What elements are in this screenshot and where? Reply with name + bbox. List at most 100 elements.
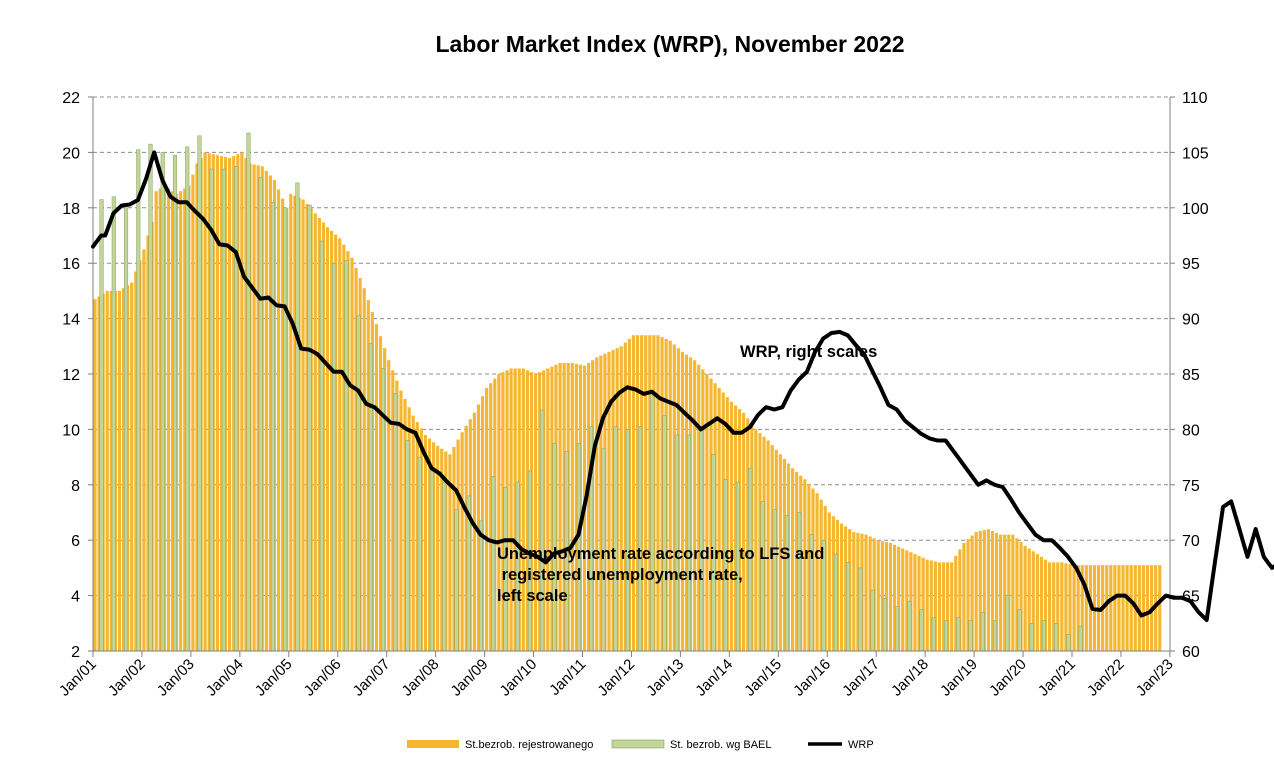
registered-bar (587, 362, 591, 651)
x-tick-label: Jan/20 (986, 656, 1030, 700)
lfs-bar (650, 393, 655, 652)
lfs-bar (625, 429, 630, 652)
registered-bar (884, 542, 889, 651)
registered-bar (962, 542, 966, 651)
registered-bar (1019, 542, 1023, 651)
lfs-bar (1066, 634, 1071, 652)
registered-bar (974, 531, 978, 651)
lfs-bar (160, 152, 165, 652)
registered-bar (489, 383, 493, 651)
right-tick-label: 100 (1182, 201, 1209, 218)
registered-bar (338, 238, 342, 651)
lfs-bar (307, 204, 312, 652)
registered-bar (868, 536, 872, 651)
lfs-bar (931, 617, 936, 652)
registered-bar (436, 446, 440, 651)
registered-bar (146, 235, 150, 651)
x-tick-label: Jan/19 (937, 656, 981, 700)
left-tick-label: 8 (71, 478, 80, 495)
registered-bar (195, 163, 199, 652)
left-tick-label: 14 (62, 312, 80, 329)
registered-bar (946, 562, 950, 651)
lfs-bar (760, 501, 765, 652)
registered-bar (697, 364, 701, 651)
registered-bar (827, 512, 831, 651)
registered-bar (1080, 565, 1084, 651)
left-axis-ticks: 2 4 6 8 10 12 14 16 18 20 22 (62, 90, 93, 661)
registered-bar (599, 355, 603, 651)
lfs-bar (234, 166, 239, 652)
lfs-bar (295, 182, 300, 652)
lfs-bar (784, 515, 789, 652)
registered-bar (1052, 562, 1056, 651)
x-tick-label: Jan/10 (497, 656, 541, 700)
registered-bar (880, 541, 884, 651)
lfs-bar (332, 262, 337, 652)
lfs-bar (1078, 625, 1083, 652)
registered-bar (644, 335, 648, 651)
registered-bar (546, 368, 550, 651)
registered-bar (966, 539, 970, 651)
registered-bar (1056, 562, 1060, 651)
registered-bar (986, 529, 990, 651)
x-tick-label: Jan/16 (790, 656, 834, 700)
x-tick-label: Jan/17 (839, 656, 883, 700)
registered-bar (758, 433, 762, 651)
registered-bar (497, 374, 501, 651)
registered-bar (399, 390, 403, 651)
registered-bar (289, 193, 293, 651)
left-tick-label: 20 (62, 145, 80, 162)
lfs-bar (221, 168, 226, 652)
x-tick-label: Jan/13 (643, 656, 687, 700)
registered-bar (1076, 565, 1080, 651)
registered-bar (1072, 565, 1076, 651)
registered-bar (921, 557, 925, 651)
registered-bar (950, 562, 954, 651)
lfs-bar (356, 315, 361, 652)
x-axis-ticks: Jan/01 Jan/02 Jan/03 Jan/04 Jan/05 Jan/06 Jan/… (56, 651, 1177, 700)
left-tick-label: 22 (62, 90, 80, 107)
x-tick-label: Jan/15 (741, 656, 785, 700)
lfs-bar (540, 409, 545, 652)
lfs-unemployment-bars (99, 132, 1083, 652)
lfs-bar (111, 196, 116, 652)
registered-bar (611, 349, 615, 651)
registered-bar (958, 549, 962, 651)
registered-bar (709, 378, 713, 651)
lfs-bar (858, 567, 863, 652)
registered-bar (660, 337, 664, 651)
registered-bar (448, 454, 452, 651)
registered-bar (268, 175, 272, 651)
registered-bar (378, 336, 383, 651)
registered-bar (978, 530, 982, 651)
lfs-bar (968, 620, 973, 652)
registered-bar (831, 516, 835, 651)
registered-bar (452, 446, 456, 651)
registered-bar (533, 374, 538, 651)
wrp-annotation: WRP, right scales (740, 343, 877, 361)
x-tick-label: Jan/06 (301, 656, 345, 700)
registered-bar (509, 368, 513, 651)
registered-bar (301, 199, 305, 652)
registered-bar (648, 335, 652, 651)
registered-bar (668, 340, 672, 651)
lfs-bar (123, 207, 129, 652)
registered-bar (1125, 565, 1129, 651)
registered-bar (778, 454, 782, 651)
lfs-bar (405, 440, 410, 652)
registered-bar (232, 156, 236, 652)
registered-bar (892, 544, 897, 651)
x-tick-label: Jan/21 (1035, 656, 1079, 700)
registered-bar (485, 387, 489, 651)
registered-bar (970, 535, 974, 651)
lfs-bar (172, 154, 178, 652)
registered-bar (427, 438, 432, 651)
registered-bar (913, 554, 917, 651)
registered-bar (1007, 534, 1011, 651)
registered-bar (901, 548, 905, 651)
registered-bar (97, 296, 101, 651)
registered-bar (464, 425, 468, 651)
registered-bar (550, 366, 554, 651)
lfs-bar (613, 426, 618, 652)
registered-bar (154, 191, 158, 651)
